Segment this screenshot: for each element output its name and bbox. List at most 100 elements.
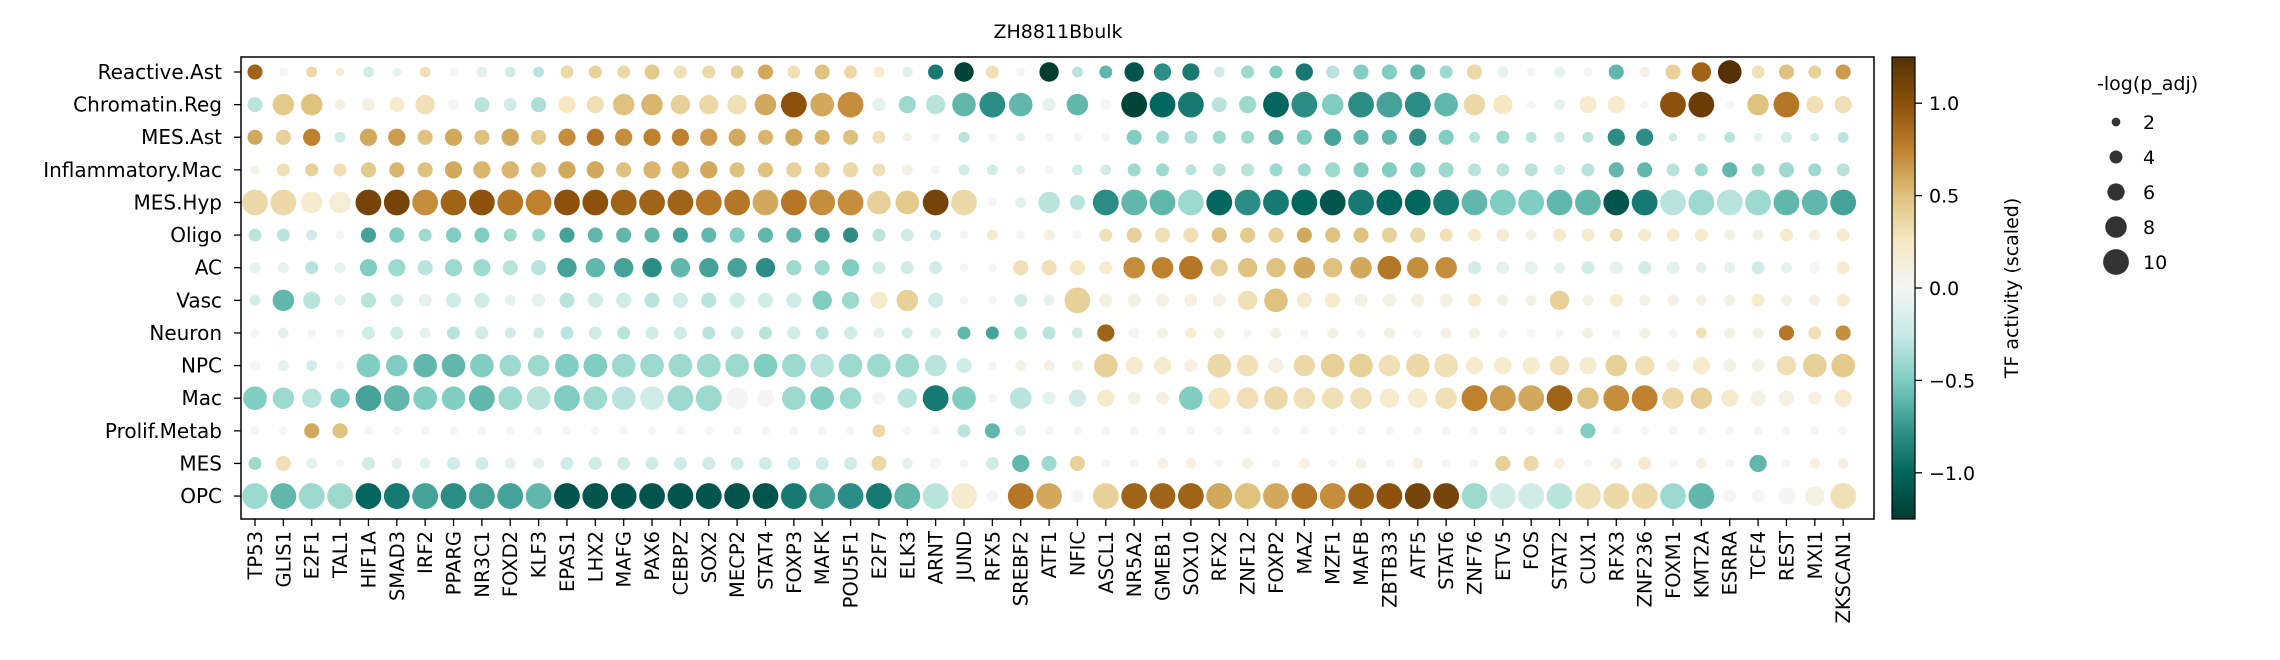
dot-vasc-atf5 <box>1411 293 1425 307</box>
dot-reactive-ast-atf1 <box>1039 62 1059 82</box>
dot-npc-pax6 <box>640 353 664 378</box>
dot-opc-nr3c1 <box>468 483 495 509</box>
dot-oligo-foxd2 <box>503 228 517 242</box>
dot-oligo-hif1a <box>360 227 376 243</box>
colorbar-tick-label: 0.0 <box>1929 278 1959 300</box>
dot-ac-jund <box>959 263 969 273</box>
column-label: NFIC <box>1066 531 1089 576</box>
dot-vasc-smad3 <box>390 293 404 307</box>
dot-neuron-zbtb33 <box>1383 327 1395 339</box>
column-label: TCF4 <box>1747 531 1770 580</box>
dot-opc-tcf4 <box>1751 489 1765 503</box>
dot-mes-hyp-pax6 <box>639 189 665 216</box>
dot-vasc-stat4 <box>757 292 774 308</box>
dot-prolif-metab-elk3 <box>902 426 912 436</box>
chart-title: ZH8811Bbulk <box>993 21 1122 43</box>
dot-mac-rfx3 <box>1603 385 1630 412</box>
column-label: PAX6 <box>641 531 664 581</box>
dot-opc-e2f1 <box>298 483 325 509</box>
column-label: MZF1 <box>1322 531 1345 585</box>
dot-inflammatory-mac-cux1 <box>1581 163 1595 177</box>
dot-neuron-stat2 <box>1555 328 1564 338</box>
dot-mes-ast-srebf2 <box>1016 132 1026 142</box>
dot-mes-rfx3 <box>1610 458 1622 469</box>
column-label: ETV5 <box>1492 531 1515 581</box>
dot-chromatin-reg-pax6 <box>641 93 663 116</box>
dot-opc-mecp2 <box>724 483 751 509</box>
dot-inflammatory-mac-mafg <box>616 162 632 178</box>
dot-mes-ast-atf1 <box>1044 132 1054 142</box>
dot-chromatin-reg-tcf4 <box>1747 93 1769 116</box>
dot-neuron-foxd2 <box>504 327 516 339</box>
dot-neuron-znf76 <box>1469 327 1480 339</box>
dot-mac-zkscan1 <box>1834 389 1852 407</box>
dot-vasc-esrra <box>1724 294 1736 306</box>
dot-mes-hyp-foxp2 <box>1263 189 1289 216</box>
dot-chromatin-reg-rfx2 <box>1211 97 1227 113</box>
dot-inflammatory-mac-stat2 <box>1554 164 1565 176</box>
plot-frame <box>240 56 1875 520</box>
dot-mes-irf2 <box>419 458 431 469</box>
dot-inflammatory-mac-fos <box>1524 163 1538 177</box>
dot-npc-klf3 <box>527 354 550 377</box>
dot-prolif-metab-pparg <box>449 426 458 436</box>
dot-npc-foxp3 <box>782 353 806 378</box>
dot-chromatin-reg-ascl1 <box>1100 99 1112 111</box>
dot-npc-znf236 <box>1634 355 1655 376</box>
dot-oligo-rfx2 <box>1211 227 1227 243</box>
dot-mes-ast-smad3 <box>388 128 406 146</box>
dot-opc-zbtb33 <box>1376 483 1403 509</box>
dot-chromatin-reg-mxi1 <box>1806 96 1824 114</box>
dot-mac-maz <box>1293 387 1316 409</box>
dot-chromatin-reg-zbtb33 <box>1376 91 1403 118</box>
dot-mes-hyp-klf3 <box>525 189 552 216</box>
dot-mac-pou5f1 <box>839 387 862 409</box>
column-label: EPAS1 <box>556 531 579 592</box>
dot-mes-zkscan1 <box>1837 458 1849 469</box>
dot-chromatin-reg-jund <box>952 92 976 117</box>
dot-ac-kmt2a <box>1695 262 1707 274</box>
dot-mes-hyp-e2f1 <box>300 191 323 214</box>
column-label: E2F7 <box>868 531 891 579</box>
dot-ac-foxp3 <box>786 260 802 276</box>
dot-ac-glis1 <box>277 262 289 274</box>
column-label: ASCL1 <box>1095 531 1118 594</box>
dot-mes-hyp-gmeb1 <box>1149 189 1176 216</box>
dot-mes-mafg <box>617 456 631 470</box>
dot-mes-ast-znf236 <box>1636 128 1654 146</box>
dot-inflammatory-mac-foxp2 <box>1269 163 1283 177</box>
dot-mes-hyp-foxm1 <box>1660 189 1686 216</box>
dot-inflammatory-mac-nr3c1 <box>473 161 491 179</box>
dot-oligo-smad3 <box>389 227 405 243</box>
dot-mac-mafg <box>611 386 636 411</box>
dot-prolif-metab-zbtb33 <box>1385 426 1394 436</box>
dot-mes-ast-fos <box>1525 131 1537 143</box>
dot-mes-hyp-jund <box>951 189 977 216</box>
dot-chromatin-reg-mafb <box>1348 91 1374 118</box>
dot-ac-nfic <box>1069 260 1085 276</box>
row-label: Prolif.Metab <box>105 419 222 443</box>
dot-neuron-cux1 <box>1582 327 1594 339</box>
dot-prolif-metab-epas1 <box>562 426 572 436</box>
dot-opc-stat6 <box>1433 483 1460 509</box>
dot-inflammatory-mac-cebpz <box>671 161 690 179</box>
dot-npc-znf76 <box>1465 356 1484 375</box>
dot-inflammatory-mac-foxm1 <box>1666 163 1680 177</box>
dot-ac-stat4 <box>755 258 776 278</box>
dot-mes-ast-e2f1 <box>303 128 321 146</box>
colorbar-tick-label: 0.5 <box>1929 186 1959 208</box>
dot-npc-mafb <box>1349 353 1373 378</box>
dot-oligo-sox2 <box>701 227 717 243</box>
dot-oligo-stat2 <box>1553 228 1567 242</box>
column-label: E2F1 <box>301 531 324 579</box>
dot-ac-mxi1 <box>1809 262 1821 274</box>
dot-ac-rest <box>1781 262 1792 274</box>
dot-npc-sox2 <box>696 353 721 378</box>
dot-inflammatory-mac-epas1 <box>558 161 576 179</box>
dot-npc-foxp2 <box>1268 358 1284 374</box>
dot-mes-hyp-atf1 <box>1038 191 1060 214</box>
dot-vasc-nr3c1 <box>474 292 490 308</box>
dot-mes-hyp-tp53 <box>242 189 268 216</box>
dot-prolif-metab-cux1 <box>1580 423 1596 439</box>
dot-prolif-metab-atf5 <box>1413 426 1423 436</box>
